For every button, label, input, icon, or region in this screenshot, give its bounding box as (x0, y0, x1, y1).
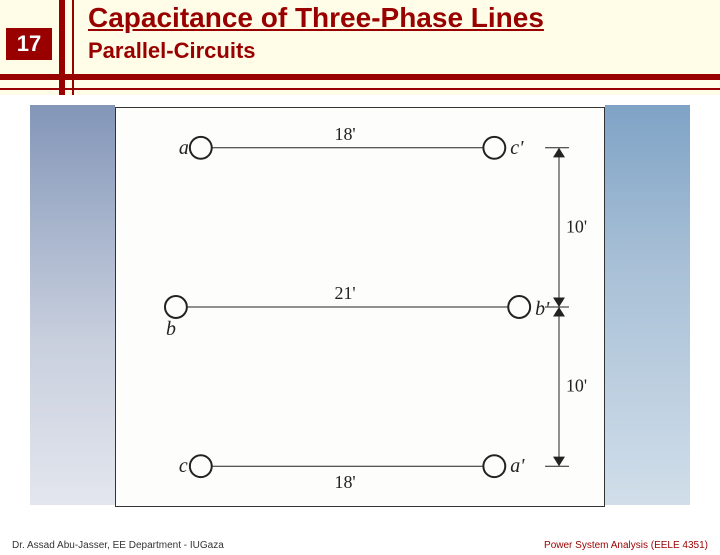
slide: 17 Capacitance of Three-Phase Lines Para… (0, 0, 720, 555)
slide-footer: Dr. Assad Abu-Jasser, EE Department - IU… (0, 533, 720, 555)
diagram-dimensions: 10' 10' (545, 148, 587, 466)
slide-number-badge: 17 (6, 28, 52, 60)
edge-label: 18' (335, 472, 356, 492)
circuit-diagram: 18' 21' 18' 10' 10' a c' b b' c a' (115, 107, 605, 507)
dimension-arrowhead (553, 457, 565, 467)
conductor-node (483, 137, 505, 159)
header-vline-thin (72, 0, 74, 95)
dimension-arrowhead (553, 307, 565, 317)
background-photo-left (30, 105, 115, 505)
edge-label: 18' (335, 124, 356, 144)
slide-title: Capacitance of Three-Phase Lines (88, 2, 544, 34)
node-label: a' (510, 455, 525, 477)
footer-course: Power System Analysis (EELE 4351) (544, 540, 708, 551)
node-label: a (179, 137, 189, 159)
diagram-edges: 18' 21' 18' (176, 124, 519, 494)
edge-label: 21' (335, 283, 356, 303)
conductor-node (508, 296, 530, 318)
dimension-arrowhead (553, 297, 565, 307)
slide-number: 17 (17, 31, 41, 57)
dimension-label: 10' (566, 376, 587, 396)
conductor-node (483, 455, 505, 477)
conductor-node (190, 137, 212, 159)
slide-subtitle: Parallel-Circuits (88, 38, 256, 64)
node-label: c' (510, 137, 524, 159)
content-area: 18' 21' 18' 10' 10' a c' b b' c a' (0, 95, 720, 533)
header-hline-thin (0, 88, 720, 90)
header-hline-thick (0, 74, 720, 80)
footer-author: Dr. Assad Abu-Jasser, EE Department - IU… (12, 540, 224, 551)
slide-header: 17 Capacitance of Three-Phase Lines Para… (0, 0, 720, 95)
node-label: c (179, 455, 188, 477)
dimension-label: 10' (566, 216, 587, 236)
header-vline-thick (59, 0, 65, 95)
diagram-svg: 18' 21' 18' 10' 10' a c' b b' c a' (116, 108, 604, 506)
dimension-arrowhead (553, 148, 565, 158)
conductor-node (190, 455, 212, 477)
conductor-node (165, 296, 187, 318)
background-photo-right (605, 105, 690, 505)
node-label: b (166, 318, 176, 340)
node-label: b' (535, 298, 550, 320)
